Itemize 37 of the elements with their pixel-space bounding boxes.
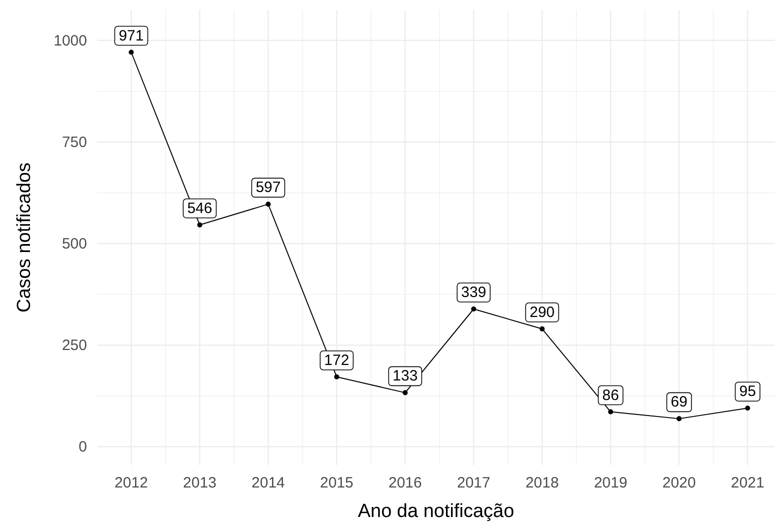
point bbox=[266, 202, 271, 207]
y-tick-label: 0 bbox=[78, 438, 87, 456]
x-tick-label: 2012 bbox=[114, 474, 148, 492]
x-tick-label: 2013 bbox=[183, 474, 216, 492]
y-axis-title: Casos notificados bbox=[14, 162, 35, 312]
data-label: 546 bbox=[187, 200, 212, 217]
point bbox=[402, 390, 408, 396]
y-tick-label: 750 bbox=[62, 134, 87, 151]
x-tick-label: 2015 bbox=[320, 474, 354, 492]
point bbox=[197, 222, 202, 228]
point bbox=[540, 326, 545, 332]
point bbox=[471, 306, 476, 312]
point bbox=[334, 374, 340, 380]
x-tick-label: 2021 bbox=[730, 474, 764, 492]
x-tick-label: 2017 bbox=[456, 474, 490, 492]
x-tick-label: 2016 bbox=[388, 474, 422, 492]
x-tick-label: 2018 bbox=[525, 474, 559, 492]
data-label: 597 bbox=[256, 179, 281, 196]
x-tick-label: 2019 bbox=[594, 474, 628, 492]
point bbox=[128, 50, 134, 55]
data-label: 133 bbox=[392, 368, 418, 385]
point bbox=[676, 416, 682, 422]
data-label: 69 bbox=[670, 394, 688, 411]
x-tick-label: 2014 bbox=[252, 474, 285, 492]
data-label: 172 bbox=[324, 352, 350, 369]
point bbox=[745, 406, 750, 411]
point bbox=[608, 409, 614, 414]
y-tick-label: 250 bbox=[62, 336, 87, 354]
data-label: 290 bbox=[530, 304, 555, 321]
x-tick-label: 2020 bbox=[662, 474, 696, 492]
data-label: 971 bbox=[118, 27, 144, 44]
data-label: 86 bbox=[602, 386, 619, 404]
y-tick-label: 500 bbox=[62, 235, 87, 252]
y-tick-label: 1000 bbox=[54, 32, 87, 50]
data-label: 95 bbox=[739, 383, 756, 400]
data-label: 339 bbox=[461, 284, 486, 301]
x-axis-title: Ano da notificação bbox=[358, 501, 514, 522]
